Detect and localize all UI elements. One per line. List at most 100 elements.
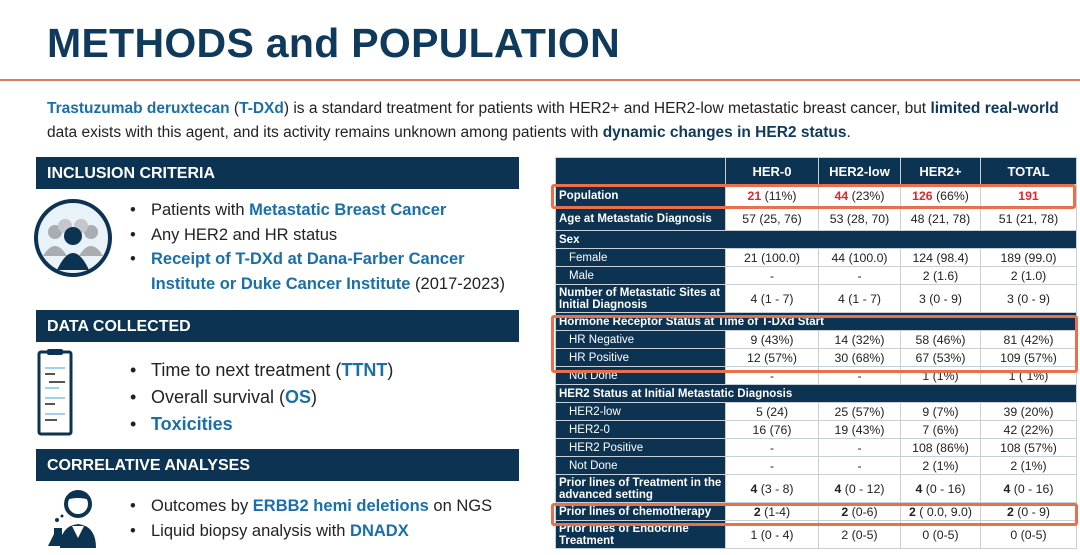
population-table: HER-0 HER2-low HER2+ TOTAL Population 21 (11… <box>555 157 1077 549</box>
cell-text: 108 (86%) <box>912 440 969 455</box>
table-cell: 48 (21, 78) <box>900 207 981 231</box>
table-section-row: HER2 Status at Initial Metastatic Diagno… <box>555 384 1077 403</box>
table-cell: 126 (66%) <box>900 184 981 208</box>
cell-text: 4 (1 - 7) <box>750 291 794 306</box>
table-cell: 4 (3 - 8) <box>725 474 819 503</box>
item-text: ) <box>387 360 394 380</box>
cell-text: 5 (24) <box>755 404 789 419</box>
intro-text: data exists with this agent, and its act… <box>47 124 603 141</box>
cell-emphasis: 4 <box>915 481 923 496</box>
table-cell: 7 (6%) <box>900 420 981 439</box>
cell-text: ( 0.0, 9.0) <box>915 504 972 519</box>
table-cell: 2 (1.0) <box>980 266 1077 285</box>
cell-text: (0 - 12) <box>841 481 885 496</box>
table-cell: 2 (1.6) <box>900 266 981 285</box>
table-cell: 42 (22%) <box>980 420 1077 439</box>
table-cell: 2 (0 - 9) <box>980 502 1077 521</box>
intro-drug: Trastuzumab deruxtecan <box>47 100 230 117</box>
row-label: HER2-low <box>555 402 726 421</box>
data-collected-header: DATA COLLECTED <box>36 310 519 342</box>
cell-emphasis: 4 <box>750 481 758 496</box>
people-group-icon <box>34 199 112 277</box>
cell-text: 2 (1.6) <box>922 268 959 283</box>
item-text: Any HER2 and HR status <box>151 225 338 244</box>
cell-text: 2 (1.0) <box>1010 268 1047 283</box>
item-highlight: Receipt of T-DXd at Dana-Farber Cancer I… <box>151 250 465 293</box>
intro-paragraph: Trastuzumab deruxtecan (T-DXd) is a stan… <box>47 97 1077 145</box>
item-highlight: ERBB2 hemi deletions <box>252 497 429 515</box>
table-cell: 25 (57%) <box>818 402 901 421</box>
clipboard-icon <box>37 349 73 436</box>
cell-text: 42 (22%) <box>1003 422 1054 437</box>
data-collected-list: Time to next treatment (TTNT) Overall su… <box>130 357 393 438</box>
table-cell: - <box>725 438 819 457</box>
cell-text: - <box>769 268 775 283</box>
table-cell: 109 (57%) <box>980 348 1077 367</box>
cell-text: 53 (28, 70) <box>829 212 890 226</box>
column-header <box>555 157 726 185</box>
title-divider <box>0 79 1080 81</box>
list-item: Liquid biopsy analysis with DNADX <box>130 519 492 544</box>
table-cell: 44 (23%) <box>818 184 901 208</box>
cell-text: 124 (98.4) <box>912 250 969 265</box>
cell-text: - <box>769 440 775 455</box>
table-header-row: HER-0 HER2-low HER2+ TOTAL <box>555 157 1077 185</box>
section-label: Sex <box>555 230 1077 249</box>
table-cell: 3 (0 - 9) <box>980 284 1077 313</box>
cell-text: - <box>857 440 862 455</box>
row-label: Not Done <box>555 456 726 475</box>
cell-text: 48 (21, 78) <box>910 212 971 226</box>
item-highlight: TTNT <box>341 360 388 380</box>
cell-text: 1 (0 - 4) <box>750 527 794 542</box>
column-header: HER-0 <box>725 157 819 185</box>
table-row: HER2 Positive - - 108 (86%) 108 (57%) <box>555 438 1077 457</box>
cell-emphasis: 4 <box>1003 481 1011 496</box>
table-cell: - <box>818 456 901 475</box>
highlight-box-population <box>551 184 1076 209</box>
table-cell: 108 (57%) <box>980 438 1077 457</box>
cell-text: - <box>769 458 775 473</box>
cell-text: 2 (1%) <box>1010 458 1047 473</box>
table-cell: 2 (1%) <box>980 456 1077 475</box>
table-cell: 2 (1%) <box>900 456 981 475</box>
cell-text: 14 (32%) <box>834 332 885 347</box>
table-cell: 14 (32%) <box>818 330 901 349</box>
table-section-row: Sex <box>555 230 1077 249</box>
cell-text: 19 (43%) <box>834 422 885 437</box>
cell-emphasis: 21 <box>747 189 762 203</box>
cell-text: 109 (57%) <box>1000 350 1057 365</box>
table-cell: 81 (42%) <box>980 330 1077 349</box>
cell-text: 58 (46%) <box>915 332 966 347</box>
highlight-box-hormone-receptor <box>551 315 1078 373</box>
cell-text: 81 (42%) <box>1003 332 1054 347</box>
row-label: Female <box>555 248 726 267</box>
intro-emphasis: limited real-world <box>930 100 1059 117</box>
correlative-analyses-list: Outcomes by ERBB2 hemi deletions on NGS … <box>130 494 492 543</box>
intro-text: ( <box>229 100 240 117</box>
cell-text: 57 (25, 76) <box>742 212 802 226</box>
column-header: HER2+ <box>900 157 981 185</box>
table-cell: 4 (1 - 7) <box>725 284 819 313</box>
table-row: HR Negative 9 (43%) 14 (32%) 58 (46%) 81 (42… <box>555 330 1077 349</box>
column-header: HER2-low <box>818 157 901 185</box>
cell-text: 7 (6%) <box>922 422 959 437</box>
table-cell: 51 (21, 78) <box>980 207 1077 231</box>
table-cell: - <box>818 266 901 285</box>
table-cell: 9 (43%) <box>725 330 819 349</box>
table-cell: 19 (43%) <box>818 420 901 439</box>
cell-text: 51 (21, 78) <box>998 212 1059 226</box>
cell-text: 39 (20%) <box>1003 404 1054 419</box>
row-label: HR Positive <box>555 348 726 367</box>
row-label: HER2 Positive <box>555 438 726 457</box>
cell-text: (0 - 16) <box>922 481 966 496</box>
table-cell: 2 (1-4) <box>725 502 819 521</box>
row-label: HR Negative <box>555 330 726 349</box>
cell-text: 9 (7%) <box>922 404 959 419</box>
table-row: Prior lines of Treatment in the advanced… <box>555 474 1077 503</box>
table-cell: 57 (25, 76) <box>725 207 819 231</box>
table-cell: - <box>818 438 901 457</box>
list-item: Overall survival (OS) <box>130 384 393 411</box>
cell-text: (0-6) <box>848 504 878 519</box>
list-item: Time to next treatment (TTNT) <box>130 357 393 384</box>
table-row: Female 21 (100.0) 44 (100.0) 124 (98.4) 189 … <box>555 248 1077 267</box>
